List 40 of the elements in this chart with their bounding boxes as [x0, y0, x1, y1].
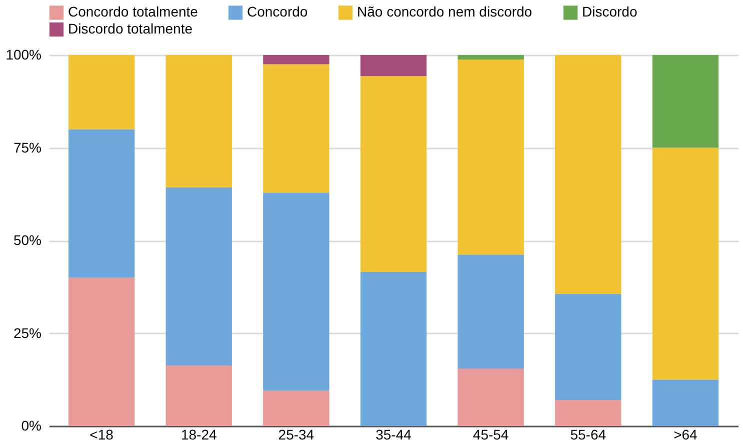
y-tick-label: 75% — [13, 139, 42, 156]
y-tick-label: 0% — [21, 418, 42, 434]
legend-label: Discordo — [582, 4, 638, 20]
bar — [68, 129, 135, 278]
legend-label: Discordo totalmente — [68, 20, 193, 36]
bar — [555, 294, 622, 400]
x-tick-label: <18 — [90, 426, 114, 442]
x-tick-label: 25-34 — [278, 426, 314, 442]
bar — [458, 59, 524, 255]
bar — [360, 55, 427, 76]
bar — [555, 400, 622, 426]
bar — [263, 192, 330, 391]
x-tick-label: 18-24 — [180, 426, 217, 442]
bar — [458, 254, 524, 368]
bar — [166, 366, 232, 426]
bar — [360, 272, 427, 426]
bar — [68, 278, 135, 426]
bar — [652, 380, 719, 426]
legend-label: Concordo — [247, 4, 308, 20]
bar — [263, 55, 330, 64]
bar — [263, 390, 330, 426]
bar — [652, 55, 719, 148]
x-tick-label: 35-44 — [376, 426, 412, 442]
legend-label: Não concordo nem discordo — [357, 4, 532, 20]
bar — [360, 76, 427, 272]
x-tick-label: 45-54 — [472, 426, 509, 442]
bar — [166, 187, 232, 366]
bar — [68, 55, 135, 130]
bar — [555, 55, 622, 294]
x-tick-label: >64 — [674, 426, 698, 442]
bar — [458, 55, 524, 60]
y-tick-label: 100% — [6, 46, 42, 62]
bar — [458, 368, 524, 426]
legend-label: Concordo totalmente — [68, 4, 198, 20]
x-tick-label: 55-64 — [570, 426, 606, 442]
y-tick-label: 25% — [13, 324, 42, 341]
y-tick-label: 50% — [13, 232, 42, 248]
bar — [263, 64, 330, 193]
bar — [166, 55, 232, 188]
bar — [652, 148, 719, 380]
